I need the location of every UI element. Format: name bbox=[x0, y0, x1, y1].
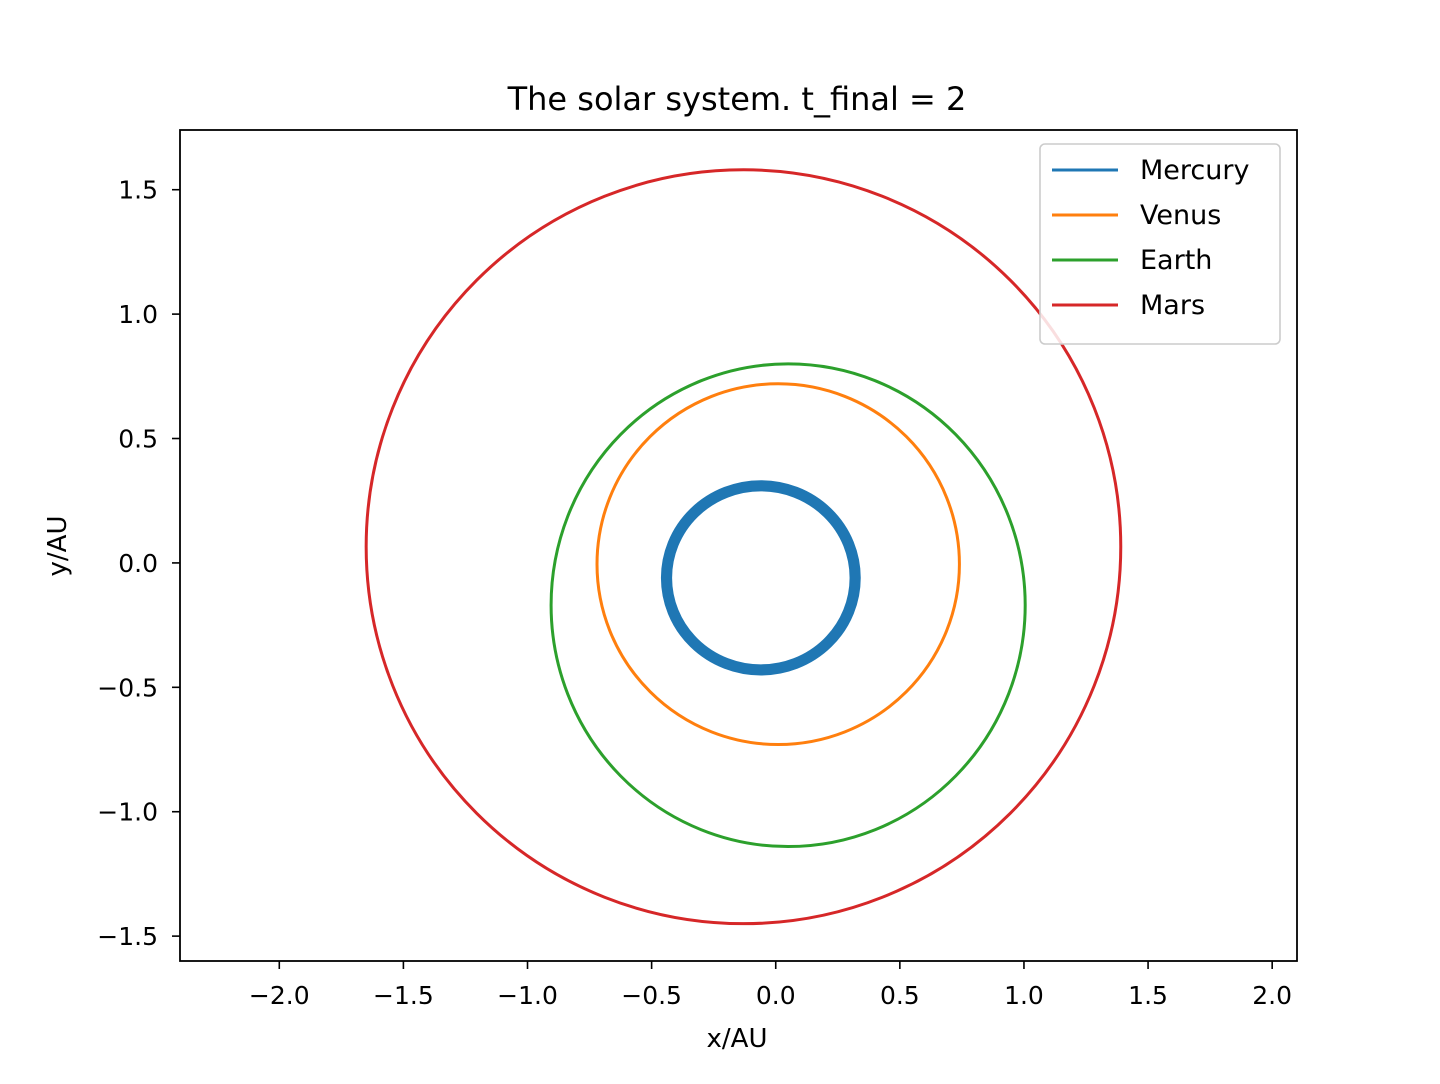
x-tick-label: −0.5 bbox=[621, 981, 682, 1010]
y-tick-label: −0.5 bbox=[97, 673, 158, 702]
x-tick-label: 0.0 bbox=[756, 981, 796, 1010]
legend-label-mercury: Mercury bbox=[1140, 155, 1249, 186]
y-tick-label: −1.0 bbox=[97, 798, 158, 827]
x-tick-layer: −2.0 −1.5 −1.0 −0.5 0.0 0.5 1.0 1.5 2.0 bbox=[249, 961, 1292, 1010]
orbit-earth bbox=[549, 362, 1027, 849]
x-tick-label: −1.0 bbox=[497, 981, 558, 1010]
x-tick-label: −1.5 bbox=[373, 981, 434, 1010]
orbit-mercury bbox=[660, 480, 861, 676]
y-tick-label: −1.5 bbox=[97, 922, 158, 951]
axes-frame bbox=[179, 129, 1298, 962]
legend-label-earth: Earth bbox=[1140, 245, 1212, 276]
x-tick-label: 2.0 bbox=[1252, 981, 1292, 1010]
y-axis-label: y/AU bbox=[43, 516, 73, 577]
x-tick-label: −2.0 bbox=[249, 981, 310, 1010]
y-tick-layer: −1.5 −1.0 −0.5 0.0 0.5 1.0 1.5 bbox=[97, 176, 180, 951]
chart-title: The solar system. t_final = 2 bbox=[507, 80, 967, 118]
legend-box bbox=[1039, 143, 1281, 345]
y-tick-label: 0.0 bbox=[118, 549, 158, 578]
y-tick-label: 0.5 bbox=[118, 425, 158, 454]
y-tick-label: 1.5 bbox=[118, 176, 158, 205]
x-tick-label: 1.0 bbox=[1004, 981, 1044, 1010]
legend-label-mars: Mars bbox=[1140, 290, 1205, 321]
orbit-venus bbox=[595, 382, 961, 747]
x-tick-label: 1.5 bbox=[1128, 981, 1168, 1010]
y-tick-label: 1.0 bbox=[118, 300, 158, 329]
x-tick-label: 0.5 bbox=[880, 981, 920, 1010]
series-layer bbox=[364, 168, 1123, 926]
x-axis-label: x/AU bbox=[707, 1024, 768, 1054]
legend-label-venus: Venus bbox=[1140, 200, 1221, 231]
orbit-mars bbox=[364, 168, 1123, 926]
legend: Mercury Venus Earth Mars bbox=[1039, 143, 1281, 345]
